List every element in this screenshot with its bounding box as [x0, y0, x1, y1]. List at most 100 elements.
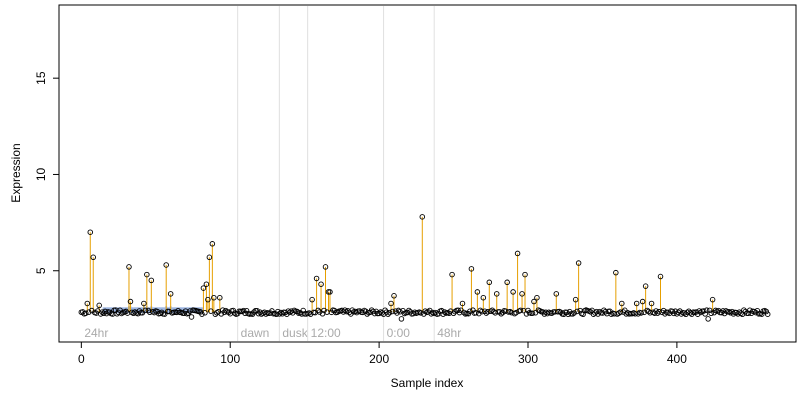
data-point	[313, 275, 320, 282]
data-point	[385, 311, 391, 317]
stem-layer	[86, 216, 714, 313]
data-point	[438, 307, 445, 314]
data-point	[386, 309, 393, 316]
data-point	[208, 308, 214, 314]
data-point	[327, 289, 333, 295]
region-label: 48hr	[437, 326, 461, 340]
data-point	[517, 307, 524, 314]
data-point	[553, 291, 560, 297]
data-point	[575, 260, 582, 266]
data-point	[167, 291, 174, 297]
data-point	[549, 310, 555, 316]
data-point	[486, 279, 493, 286]
data-point	[508, 309, 515, 316]
data-point	[574, 308, 580, 315]
data-point	[639, 298, 646, 305]
data-point	[514, 250, 521, 257]
data-point	[205, 296, 211, 303]
data-point	[294, 308, 300, 315]
data-point	[397, 308, 403, 315]
data-point	[633, 300, 640, 307]
data-point	[531, 298, 537, 305]
data-point	[708, 310, 714, 317]
data-point	[388, 300, 394, 307]
data-point	[148, 277, 155, 284]
data-point	[161, 311, 168, 317]
data-point	[406, 307, 412, 314]
data-point	[398, 316, 405, 322]
data-point	[86, 309, 92, 315]
data-point	[510, 289, 516, 295]
data-point	[318, 281, 324, 287]
data-point	[703, 307, 710, 313]
data-point	[529, 310, 536, 316]
x-axis-title: Sample index	[391, 376, 464, 390]
data-point	[419, 214, 426, 220]
data-point	[519, 291, 525, 297]
y-axis: 5 10 15	[34, 71, 60, 274]
data-point	[580, 311, 586, 318]
data-point	[211, 294, 217, 301]
data-point	[468, 266, 475, 272]
data-point	[474, 289, 481, 295]
data-point	[273, 311, 280, 318]
data-point	[254, 307, 260, 314]
data-point	[480, 294, 487, 301]
data-point	[199, 311, 205, 317]
x-axis: 0 100 200 300 400	[78, 341, 687, 366]
data-point	[163, 262, 169, 268]
data-point	[450, 310, 457, 317]
data-point	[694, 311, 701, 317]
data-point	[709, 296, 716, 303]
data-point	[144, 271, 150, 278]
region-label: 0:00	[387, 326, 411, 340]
data-point	[240, 307, 247, 314]
data-point	[617, 309, 624, 315]
region-label: 24hr	[84, 326, 108, 340]
data-point	[721, 310, 728, 317]
data-point	[342, 307, 348, 313]
data-point	[741, 307, 747, 313]
data-point	[243, 308, 250, 314]
data-point	[421, 311, 427, 317]
data-point	[321, 307, 327, 314]
data-point	[534, 294, 540, 301]
data-point	[706, 307, 713, 314]
x-tick-label: 100	[220, 352, 240, 366]
data-point	[571, 310, 577, 316]
data-point	[230, 307, 236, 314]
data-point	[158, 309, 165, 316]
data-point	[449, 271, 455, 278]
data-point	[467, 308, 473, 314]
x-tick-label: 200	[369, 352, 389, 366]
data-point	[217, 294, 223, 301]
data-point	[642, 283, 649, 289]
data-point	[759, 311, 765, 317]
data-point	[493, 291, 500, 297]
y-axis-title: Expression	[9, 143, 23, 202]
data-point	[202, 310, 208, 316]
data-point	[309, 296, 315, 303]
data-point	[200, 285, 207, 291]
data-point	[638, 310, 644, 316]
data-point	[726, 309, 732, 315]
data-point	[287, 309, 293, 316]
data-point	[483, 310, 490, 316]
data-point	[504, 279, 510, 286]
data-point	[223, 307, 229, 314]
data-point	[745, 310, 752, 317]
region-label: 12:00	[311, 326, 341, 340]
data-point	[754, 307, 761, 314]
data-point	[681, 310, 688, 316]
region-layer: 24hr dawn dusk 12:00 0:00 48hr	[84, 6, 461, 341]
data-point	[498, 310, 504, 317]
y-tick-label: 15	[34, 71, 48, 85]
x-tick-label: 400	[667, 352, 687, 366]
data-point	[285, 308, 292, 314]
data-point	[635, 311, 641, 317]
data-point	[677, 308, 683, 314]
data-point	[141, 300, 147, 307]
data-point	[532, 310, 539, 316]
data-point	[96, 302, 102, 309]
